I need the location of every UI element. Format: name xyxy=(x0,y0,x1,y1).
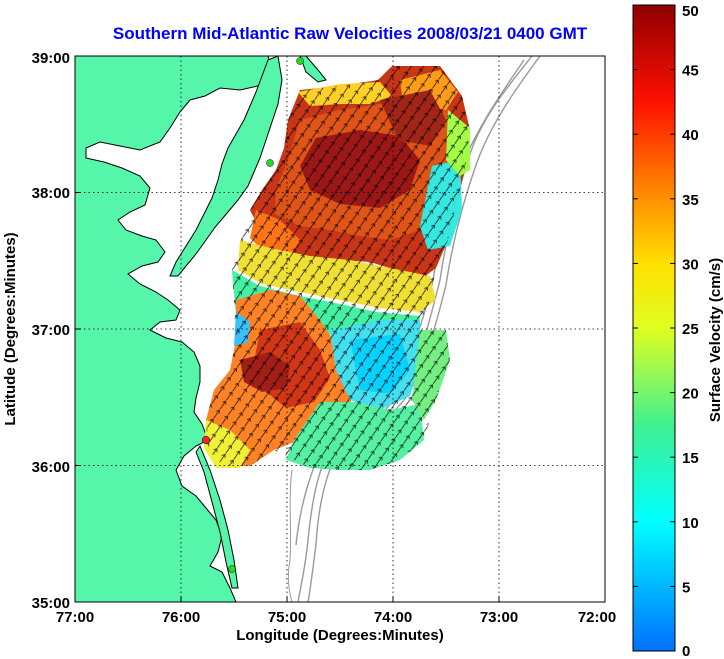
x-tick-labels: 77:00 76:00 75:00 74:00 73:00 72:00 xyxy=(56,609,616,626)
colorbar-tick-label: 50 xyxy=(682,3,699,20)
colorbar-tick-label: 30 xyxy=(682,256,699,273)
y-tick-label: 37:00 xyxy=(32,322,70,339)
colorbar-tick-label: 20 xyxy=(682,386,699,403)
x-tick-label: 76:00 xyxy=(162,609,200,626)
colorbar-label: Surface Velocity (cm/s) xyxy=(707,258,724,422)
x-tick-label: 72:00 xyxy=(578,609,616,626)
colorbar-tick-label: 15 xyxy=(682,450,699,467)
grid-lines xyxy=(75,56,605,602)
x-tick-label: 73:00 xyxy=(480,609,518,626)
colorbar xyxy=(632,4,676,652)
colorbar-ticks: 0 5 10 15 20 25 30 35 40 45 50 xyxy=(633,3,699,659)
colorbar-tick-label: 45 xyxy=(682,63,699,80)
colorbar-tick-label: 0 xyxy=(682,643,690,659)
velocity-arrows xyxy=(206,66,470,470)
y-tick-labels: 39:00 38:00 37:00 36:00 35:00 xyxy=(32,50,70,612)
y-tick-label: 35:00 xyxy=(32,595,70,612)
colorbar-tick-label: 10 xyxy=(682,515,699,532)
y-axis-label: Latitude (Degrees:Minutes) xyxy=(2,232,19,425)
y-tick-label: 36:00 xyxy=(32,459,70,476)
station-marker xyxy=(228,565,236,573)
colorbar-tick-label: 40 xyxy=(682,127,699,144)
x-tick-label: 77:00 xyxy=(56,609,94,626)
colorbar-tick-label: 25 xyxy=(682,321,699,338)
colorbar-tick-label: 5 xyxy=(682,579,690,596)
y-tick-label: 38:00 xyxy=(32,185,70,202)
x-axis-label: Longitude (Degrees:Minutes) xyxy=(236,627,444,644)
map-title: Southern Mid-Atlantic Raw Velocities 200… xyxy=(112,24,588,43)
x-tick-label: 75:00 xyxy=(268,609,306,626)
land-areas xyxy=(75,56,327,602)
station-marker xyxy=(296,57,304,65)
station-marker xyxy=(201,435,211,445)
y-tick-label: 39:00 xyxy=(32,50,70,67)
station-marker xyxy=(266,159,274,167)
x-tick-label: 74:00 xyxy=(374,609,412,626)
colorbar-tick-label: 35 xyxy=(682,192,699,209)
